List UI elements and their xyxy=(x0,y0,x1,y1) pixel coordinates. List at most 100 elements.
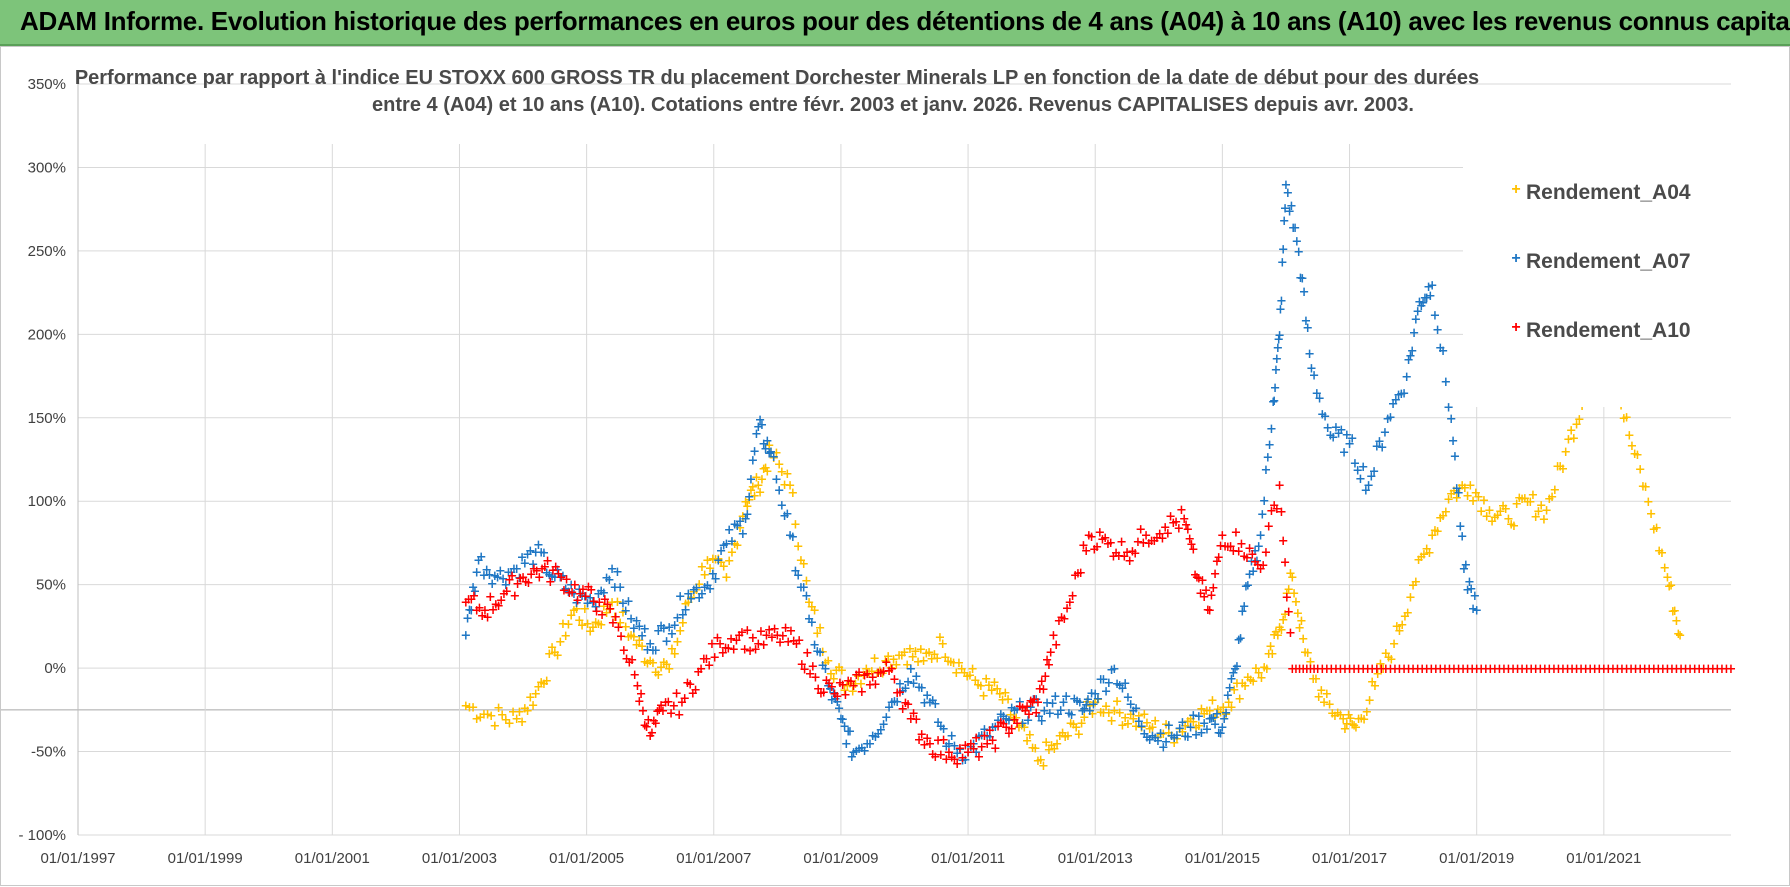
data-point-interp: + xyxy=(926,652,937,667)
data-point-interp: + xyxy=(1049,742,1060,757)
data-point-interp: + xyxy=(1143,537,1154,552)
data-point-interp: + xyxy=(1165,510,1176,525)
data-point-interp: + xyxy=(1390,393,1401,408)
data-point-interp: + xyxy=(1369,464,1380,479)
data-point: + xyxy=(982,737,993,752)
data-point-interp: + xyxy=(1275,302,1286,317)
data-point-interp: + xyxy=(1498,499,1509,514)
data-point: + xyxy=(626,629,637,644)
data-point-interp: + xyxy=(777,629,788,644)
data-point-interp: + xyxy=(724,554,735,569)
data-point-interp: + xyxy=(908,706,919,721)
data-point-interp: + xyxy=(900,682,911,697)
data-point-interp: + xyxy=(1262,451,1273,466)
data-point-interp: + xyxy=(732,519,743,534)
data-point-interp: + xyxy=(1301,662,1312,677)
data-point-interp: + xyxy=(509,562,520,577)
data-point-interp: + xyxy=(826,693,837,708)
data-point-interp: + xyxy=(1180,719,1191,734)
data-point: + xyxy=(1058,695,1069,710)
data-point-interp: + xyxy=(1012,703,1023,718)
data-point-interp: + xyxy=(806,615,817,630)
data-point-interp: + xyxy=(922,731,933,746)
data-point: + xyxy=(753,637,764,652)
data-point-interp: + xyxy=(1087,707,1098,722)
data-point-interp: + xyxy=(989,675,1000,690)
data-point-interp: + xyxy=(515,572,526,587)
data-point: + xyxy=(1471,604,1482,619)
data-point-interp: + xyxy=(1172,729,1183,744)
data-point-interp: + xyxy=(1023,713,1034,728)
data-point-interp: + xyxy=(507,569,518,584)
data-point-interp: + xyxy=(1235,632,1246,647)
data-point: + xyxy=(479,604,490,619)
data-point-interp: + xyxy=(897,702,908,717)
data-point-interp: + xyxy=(1487,514,1498,529)
data-point-interp: + xyxy=(1380,646,1391,661)
data-point-interp: + xyxy=(1603,662,1614,677)
data-point-interp: + xyxy=(954,742,965,757)
data-point-interp: + xyxy=(921,646,932,661)
data-point-interp: + xyxy=(1117,718,1128,733)
data-point-interp: + xyxy=(498,572,509,587)
data-point-interp: + xyxy=(1190,568,1201,583)
data-point-interp: + xyxy=(1073,727,1084,742)
data-point-interp: + xyxy=(599,593,610,608)
data-point-interp: + xyxy=(1263,647,1274,662)
data-point-interp: + xyxy=(1095,673,1106,688)
data-point-interp: + xyxy=(877,667,888,682)
data-point: + xyxy=(810,670,821,685)
data-point-interp: + xyxy=(801,589,812,604)
data-point-interp: + xyxy=(560,629,571,644)
data-point-interp: + xyxy=(1208,581,1219,596)
data-point-interp: + xyxy=(850,677,861,692)
data-point-interp: + xyxy=(902,658,913,673)
data-point-interp: + xyxy=(668,699,679,714)
data-point-interp: + xyxy=(1347,718,1358,733)
data-point: + xyxy=(804,612,815,627)
data-point: + xyxy=(766,445,777,460)
data-point-interp: + xyxy=(1358,662,1369,677)
data-point-interp: + xyxy=(1429,524,1440,539)
data-point-interp: + xyxy=(1519,492,1530,507)
data-point-interp: + xyxy=(870,730,881,745)
data-point-interp: + xyxy=(812,644,823,659)
data-point: + xyxy=(1013,721,1024,736)
data-point-interp: + xyxy=(830,692,841,707)
data-point-interp: + xyxy=(1041,736,1052,751)
data-point-interp: + xyxy=(1385,411,1396,426)
data-point: + xyxy=(1147,721,1158,736)
data-point-interp: + xyxy=(771,446,782,461)
data-point-interp: + xyxy=(735,514,746,529)
data-point-interp: + xyxy=(1640,480,1651,495)
data-point-interp: + xyxy=(965,737,976,752)
data-point-interp: + xyxy=(1666,578,1677,593)
data-point-interp: + xyxy=(1093,692,1104,707)
data-point-interp: + xyxy=(1263,519,1274,534)
data-point-interp: + xyxy=(1464,575,1475,590)
data-point-interp: + xyxy=(1092,540,1103,555)
data-point-interp: + xyxy=(845,677,856,692)
data-point-interp: + xyxy=(832,695,843,710)
data-point-interp: + xyxy=(1171,515,1182,530)
data-point: + xyxy=(721,570,732,585)
data-point-interp: + xyxy=(1182,522,1193,537)
data-point-interp: + xyxy=(751,427,762,442)
data-point: + xyxy=(683,595,694,610)
data-point-interp: + xyxy=(1525,495,1536,510)
data-point: + xyxy=(632,679,643,694)
data-point: + xyxy=(1274,620,1285,635)
data-point-interp: + xyxy=(707,567,718,582)
data-point-interp: + xyxy=(1196,702,1207,717)
data-point-interp: + xyxy=(1135,522,1146,537)
data-point: + xyxy=(823,654,834,669)
data-point-interp: + xyxy=(571,602,582,617)
data-point-interp: + xyxy=(1440,505,1451,520)
data-point-interp: + xyxy=(1298,662,1309,677)
data-point-interp: + xyxy=(1009,713,1020,728)
data-point-interp: + xyxy=(1280,607,1291,622)
data-point-interp: + xyxy=(938,733,949,748)
data-point-interp: + xyxy=(1269,499,1280,514)
data-point-interp: + xyxy=(1088,697,1099,712)
data-point-interp: + xyxy=(1385,662,1396,677)
